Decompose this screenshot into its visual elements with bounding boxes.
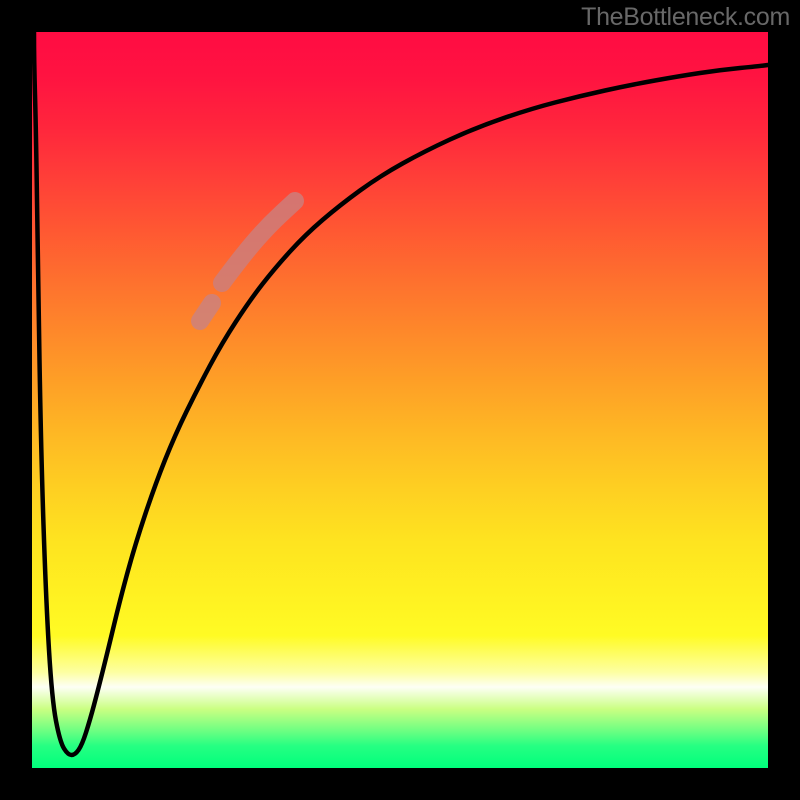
frame-bottom xyxy=(0,768,800,800)
attribution-text: TheBottleneck.com xyxy=(581,3,790,32)
gradient-background xyxy=(32,32,768,768)
frame-right xyxy=(768,0,800,800)
bottleneck-chart xyxy=(0,0,800,800)
chart-container: TheBottleneck.com xyxy=(0,0,800,800)
highlight-segment-0 xyxy=(200,303,212,321)
frame-left xyxy=(0,0,32,800)
